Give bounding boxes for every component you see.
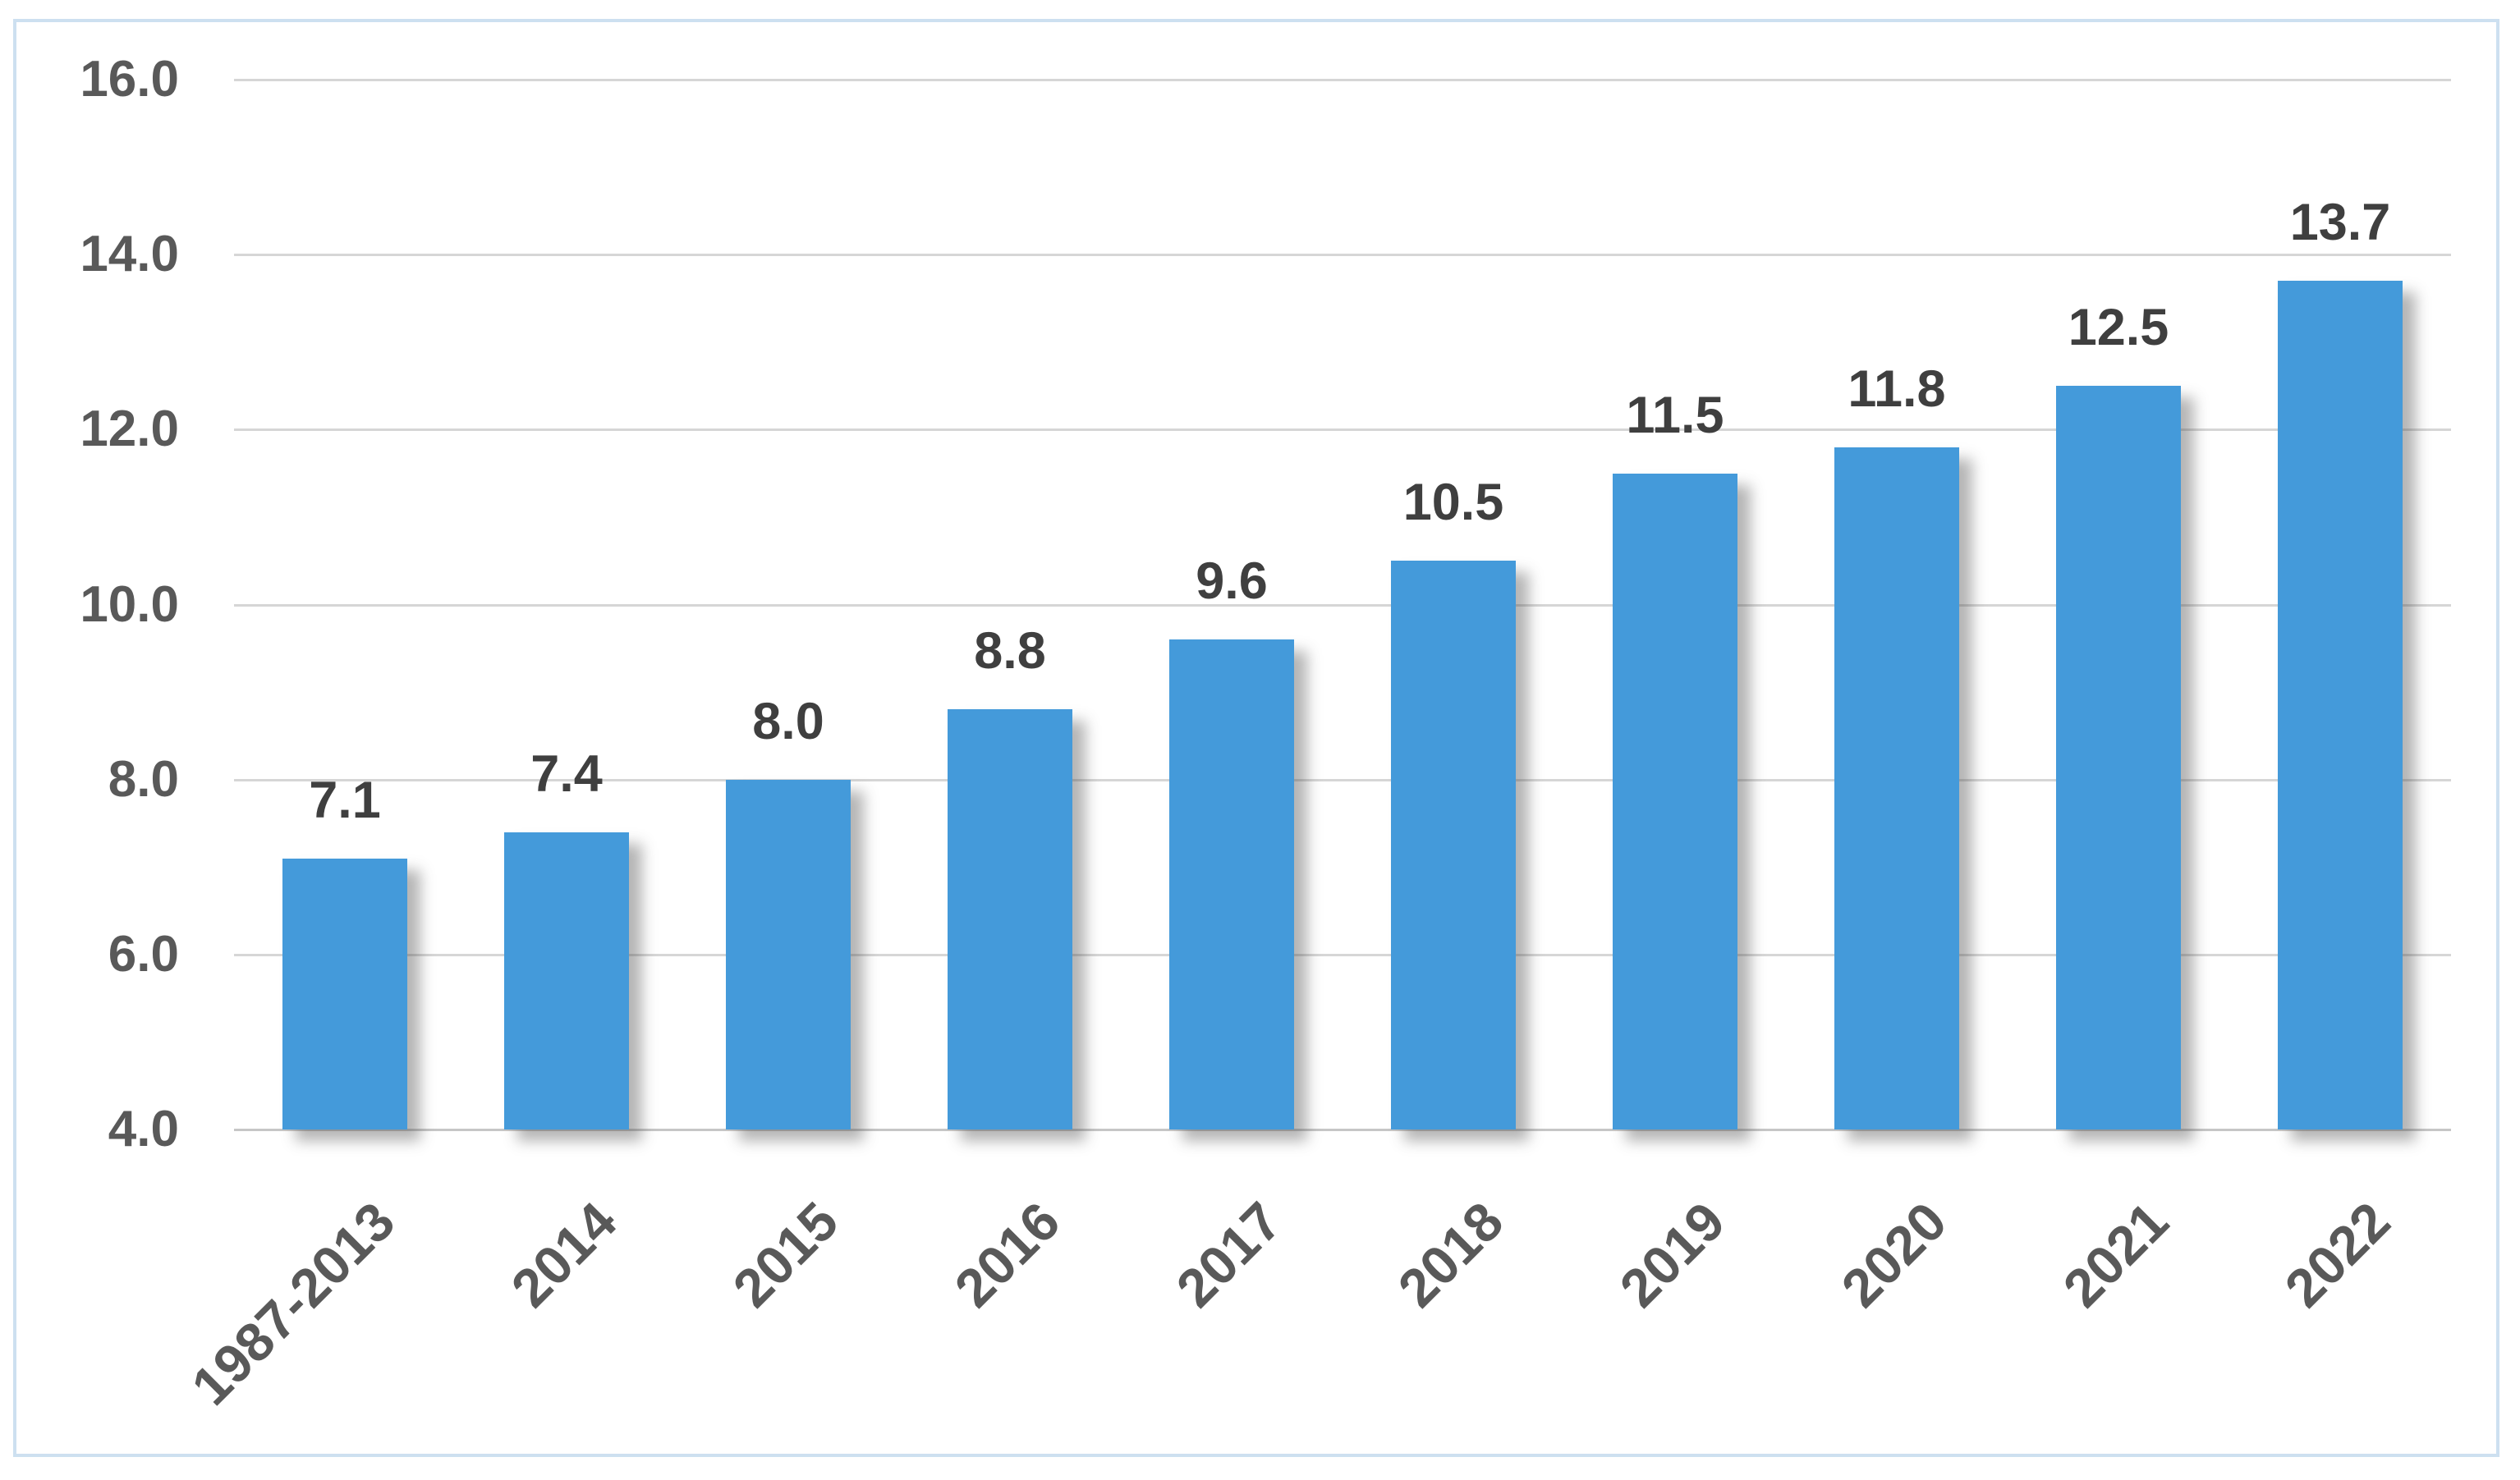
bar-2015: [726, 779, 851, 1129]
bar-2017: [1169, 639, 1294, 1129]
gridline: [234, 254, 2451, 257]
bar-value-label: 11.5: [1626, 386, 1724, 444]
bar-value-label: 13.7: [2289, 194, 2391, 252]
gridline: [234, 953, 2451, 956]
y-tick-label: 4.0: [108, 1101, 179, 1157]
bar-2022: [2278, 281, 2403, 1129]
y-tick-label: 12.0: [80, 401, 179, 458]
bar-2020: [1834, 447, 1959, 1129]
bar-value-label: 8.8: [974, 622, 1046, 680]
gridline: [234, 428, 2451, 432]
bar-2021: [2056, 386, 2181, 1129]
y-tick-label: 6.0: [108, 925, 179, 983]
bar-value-label: 11.8: [1848, 360, 1946, 418]
bar-value-label: 12.5: [2068, 299, 2169, 357]
x-axis-baseline: [234, 1129, 2451, 1131]
bar-value-label: 8.0: [752, 692, 824, 750]
bar-value-label: 10.5: [1402, 474, 1504, 532]
bar-2016: [948, 709, 1072, 1129]
y-tick-label: 16.0: [80, 51, 179, 108]
bar-2018: [1391, 561, 1516, 1129]
gridline: [234, 778, 2451, 781]
gridline: [234, 79, 2451, 81]
y-tick-label: 10.0: [80, 575, 179, 633]
y-tick-label: 8.0: [108, 750, 179, 808]
gridline: [234, 603, 2451, 607]
y-tick-label: 14.0: [80, 226, 179, 283]
bar-value-label: 7.1: [309, 771, 381, 829]
bar-value-label: 9.6: [1196, 552, 1268, 611]
bar-1987-2013: [282, 858, 407, 1129]
bar-2019: [1613, 473, 1737, 1129]
bar-value-label: 7.4: [530, 745, 603, 803]
bar-2014: [504, 832, 629, 1129]
